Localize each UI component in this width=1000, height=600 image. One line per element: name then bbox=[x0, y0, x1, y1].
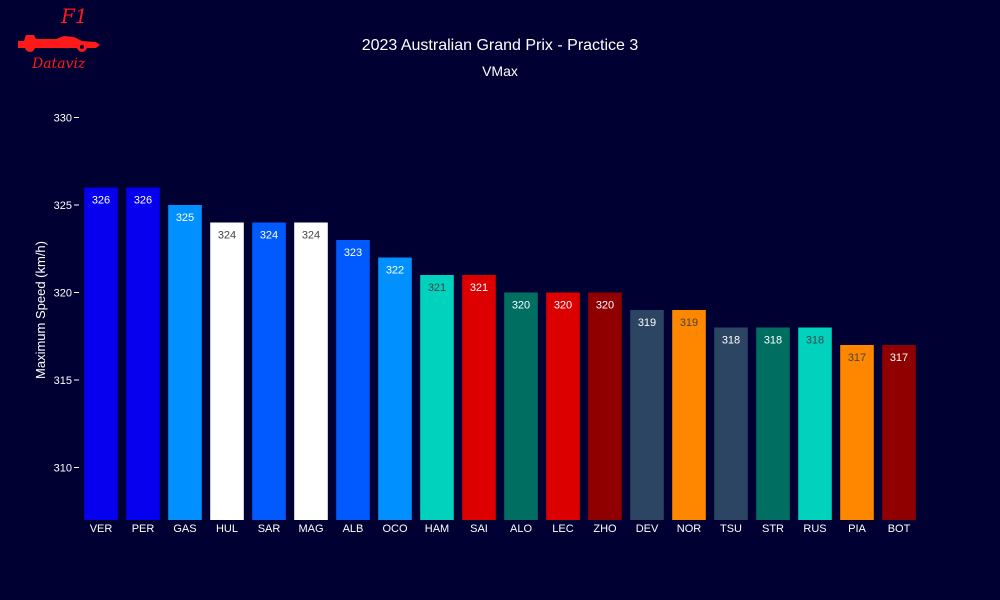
x-tick-label: BOT bbox=[888, 523, 911, 535]
x-tick-label: ZHO bbox=[593, 523, 617, 535]
x-tick-label: HUL bbox=[216, 523, 238, 535]
logo-bottom-text: Dataviz bbox=[32, 56, 86, 72]
y-tick-label: 310 bbox=[54, 463, 72, 475]
bar-value-label: 319 bbox=[680, 317, 698, 329]
bar-value-label: 320 bbox=[554, 300, 572, 312]
bar-value-label: 324 bbox=[218, 230, 236, 242]
x-tick-label: PIA bbox=[848, 523, 866, 535]
f1-dataviz-logo: F1 Dataviz bbox=[14, 4, 104, 74]
bar-value-label: 317 bbox=[890, 352, 908, 364]
bar-per bbox=[126, 187, 160, 520]
x-axis-ticks: VER PER GAS HUL SAR MAG ALB OCO HAM SAI ALO LEC ZHO D… bbox=[90, 523, 911, 535]
bar-ham bbox=[420, 275, 454, 520]
x-tick-label: DEV bbox=[636, 523, 659, 535]
f1-car-icon bbox=[18, 35, 100, 52]
bar-zho bbox=[588, 292, 622, 520]
bar-pia bbox=[840, 345, 874, 520]
y-axis-label: Maximum Speed (km/h) bbox=[33, 241, 48, 379]
bar-value-label: 320 bbox=[512, 300, 530, 312]
logo-top-text: F1 bbox=[61, 4, 88, 28]
x-tick-label: PER bbox=[132, 523, 155, 535]
bar-value-label: 318 bbox=[806, 335, 824, 347]
bar-value-label: 320 bbox=[596, 300, 614, 312]
x-tick-label: RUS bbox=[803, 523, 826, 535]
bar-alb bbox=[336, 240, 370, 520]
x-tick-label: SAR bbox=[258, 523, 281, 535]
x-tick-label: SAI bbox=[470, 523, 488, 535]
bar-hul bbox=[210, 222, 244, 520]
chart-title: 2023 Australian Grand Prix - Practice 3 bbox=[362, 37, 639, 54]
bar-sar bbox=[252, 222, 286, 520]
bar-value-label: 321 bbox=[428, 282, 446, 294]
bars-group: 326 326 325 324 324 324 323 322 321 321 320 320 320 3… bbox=[84, 187, 916, 520]
y-tick-label: 325 bbox=[54, 200, 72, 212]
bar-lec bbox=[546, 292, 580, 520]
y-tick-label: 315 bbox=[54, 375, 72, 387]
bar-rus bbox=[798, 327, 832, 520]
bar-value-label: 317 bbox=[848, 352, 866, 364]
bar-value-label: 319 bbox=[638, 317, 656, 329]
y-tick-label: 330 bbox=[54, 113, 72, 125]
bar-ver bbox=[84, 187, 118, 520]
x-tick-label: NOR bbox=[677, 523, 702, 535]
bar-tsu bbox=[714, 327, 748, 520]
x-tick-label: ALO bbox=[510, 523, 532, 535]
bar-dev bbox=[630, 310, 664, 520]
x-tick-label: GAS bbox=[173, 523, 196, 535]
bar-value-label: 324 bbox=[260, 230, 278, 242]
bar-oco bbox=[378, 257, 412, 520]
x-tick-label: LEC bbox=[552, 523, 573, 535]
x-tick-label: TSU bbox=[720, 523, 742, 535]
bar-value-label: 318 bbox=[722, 335, 740, 347]
bar-alo bbox=[504, 292, 538, 520]
x-tick-label: VER bbox=[90, 523, 113, 535]
chart-subtitle: VMax bbox=[482, 63, 518, 79]
bar-value-label: 322 bbox=[386, 265, 404, 277]
bar-value-label: 325 bbox=[176, 212, 194, 224]
x-tick-label: HAM bbox=[425, 523, 449, 535]
x-tick-label: ALB bbox=[343, 523, 364, 535]
bar-str bbox=[756, 327, 790, 520]
bar-mag bbox=[294, 222, 328, 520]
bar-value-label: 318 bbox=[764, 335, 782, 347]
bar-value-label: 326 bbox=[134, 195, 152, 207]
bar-nor bbox=[672, 310, 706, 520]
bar-gas bbox=[168, 205, 202, 520]
y-axis-ticks: 310 315 320 325 330 bbox=[54, 113, 79, 475]
bar-value-label: 324 bbox=[302, 230, 320, 242]
bar-bot bbox=[882, 345, 916, 520]
x-tick-label: MAG bbox=[298, 523, 323, 535]
x-tick-label: STR bbox=[762, 523, 784, 535]
bar-value-label: 321 bbox=[470, 282, 488, 294]
x-tick-label: OCO bbox=[382, 523, 408, 535]
bar-value-label: 323 bbox=[344, 247, 362, 259]
bar-value-label: 326 bbox=[92, 195, 110, 207]
bar-sai bbox=[462, 275, 496, 520]
y-tick-label: 320 bbox=[54, 288, 72, 300]
